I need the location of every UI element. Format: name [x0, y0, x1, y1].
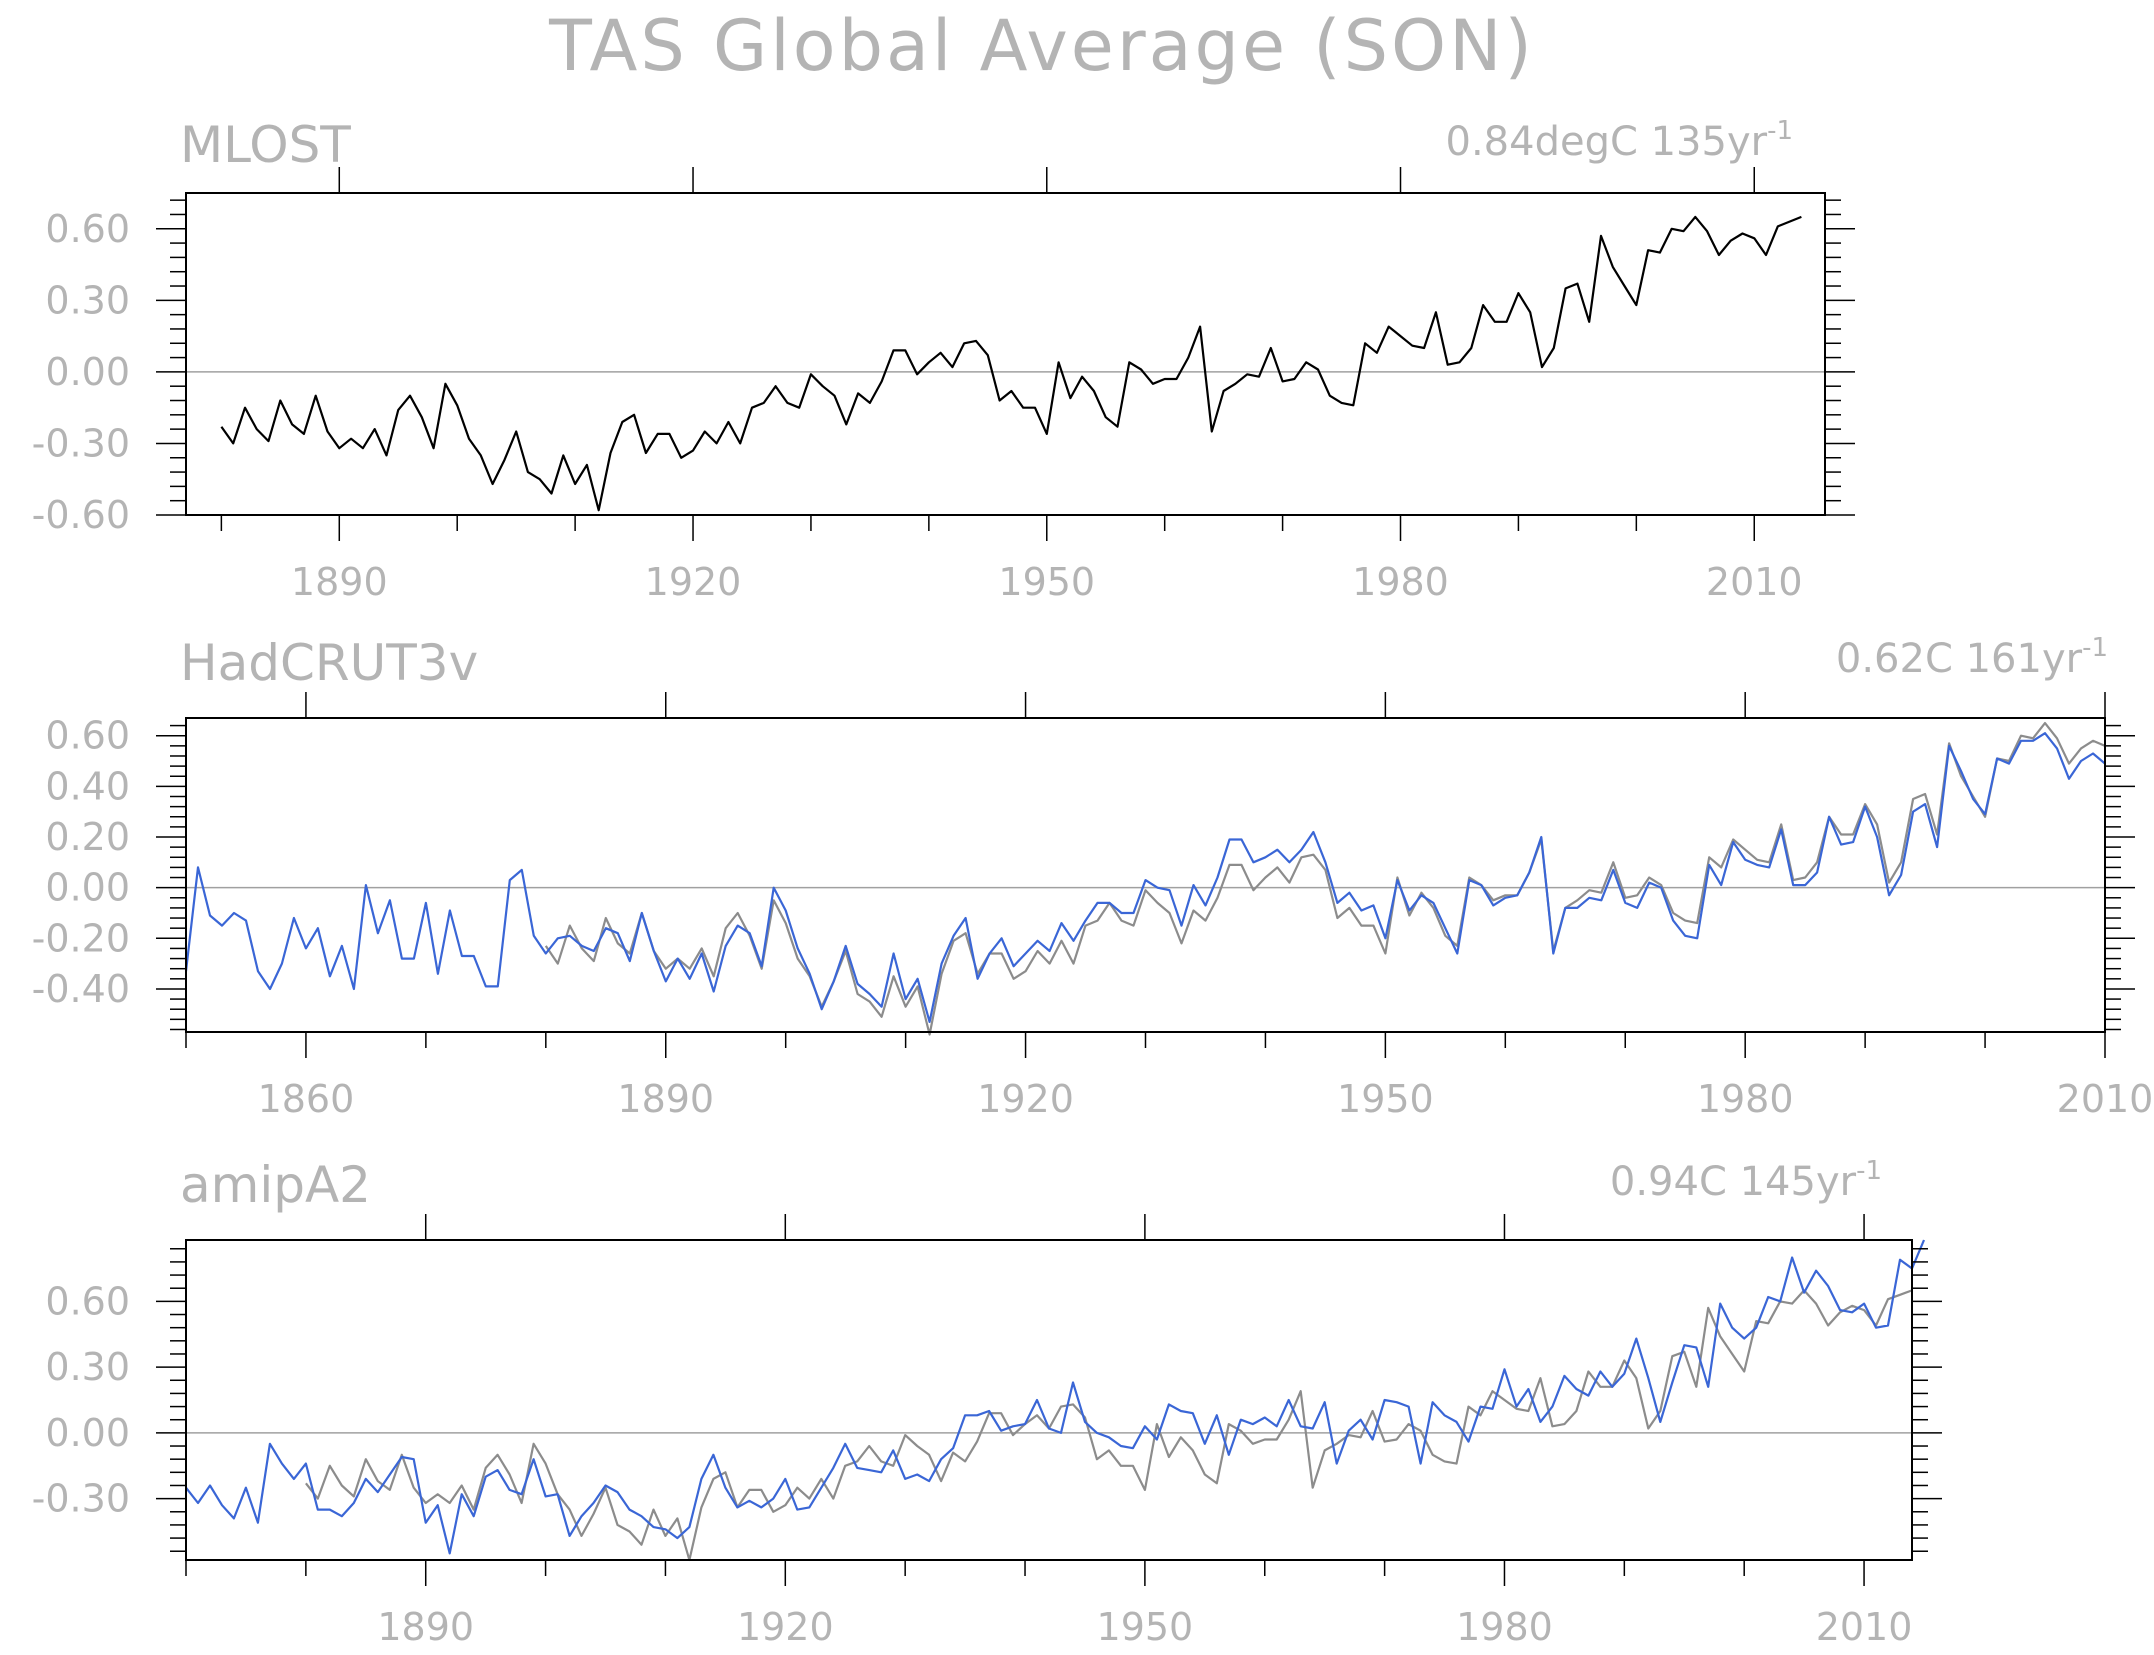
trend-label: 0.84degC 135yr-1: [1446, 116, 1794, 165]
plot-frame: [185, 192, 1826, 516]
panel-title: MLOST: [180, 116, 351, 174]
plot-frame: [185, 1239, 1913, 1561]
trend-value: 0.62C 161yr: [1836, 636, 2083, 682]
y-tick-label: 0.60: [45, 714, 130, 758]
trend-exponent: -1: [1856, 1156, 1882, 1186]
y-tick-label: 0.20: [45, 815, 130, 859]
y-tick-label: 0.60: [45, 207, 130, 251]
y-tick-label: 0.00: [45, 866, 130, 910]
trend-label: 0.62C 161yr-1: [1836, 633, 2108, 682]
y-tick-label: -0.30: [32, 1477, 130, 1521]
series-line-1: [184, 732, 2106, 1024]
x-tick-label: 1890: [291, 560, 388, 604]
series-line-1: [185, 1239, 1926, 1555]
x-tick-label: 1860: [258, 1077, 355, 1121]
y-tick-label: -0.20: [32, 916, 130, 960]
x-tick-label: 1950: [1337, 1077, 1434, 1121]
trend-exponent: -1: [1767, 116, 1793, 146]
y-tick-label: 0.40: [45, 764, 130, 808]
x-tick-label: 1980: [1697, 1077, 1794, 1121]
trend-exponent: -1: [2082, 633, 2108, 663]
x-tick-label: 1920: [977, 1077, 1074, 1121]
x-tick-label: 2010: [1706, 560, 1803, 604]
y-tick-label: 0.00: [45, 350, 130, 394]
series-line-0: [544, 721, 2106, 1036]
figure-title: TAS Global Average (SON): [548, 5, 1535, 87]
y-tick-label: -0.40: [32, 967, 130, 1011]
y-tick-label: 0.60: [45, 1279, 130, 1323]
x-tick-label: 1980: [1456, 1605, 1553, 1649]
x-tick-label: 1890: [377, 1605, 474, 1649]
y-tick-label: 0.30: [45, 1345, 130, 1389]
y-tick-label: 0.30: [45, 278, 130, 322]
y-tick-label: -0.60: [32, 493, 130, 537]
trend-value: 0.94C 145yr: [1610, 1159, 1857, 1205]
plot-frame: [185, 717, 2106, 1033]
panel-title: amipA2: [180, 1156, 371, 1214]
panel-title: HadCRUT3v: [180, 634, 478, 692]
x-tick-label: 1950: [1097, 1605, 1194, 1649]
panel-mlost: MLOST 0.84degC 135yr-1 1890 1920 1950 1980 2…: [32, 116, 1855, 604]
x-tick-label: 1980: [1352, 560, 1449, 604]
series-line-0: [220, 215, 1802, 512]
x-tick-label: 2010: [2057, 1077, 2154, 1121]
y-tick-label: 0.00: [45, 1411, 130, 1455]
x-tick-label: 1890: [617, 1077, 714, 1121]
series-line-0: [305, 1289, 1913, 1562]
x-tick-label: 2010: [1816, 1605, 1913, 1649]
panel-hadcrut3v: HadCRUT3v 0.62C 161yr-1 1860 1890 1920 1950…: [32, 633, 2154, 1121]
x-tick-label: 1920: [737, 1605, 834, 1649]
x-tick-label: 1920: [645, 560, 742, 604]
panel-amipa2: amipA2 0.94C 145yr-1 1890 1920 1950 1980 201…: [32, 1156, 1942, 1649]
x-tick-label: 1950: [998, 560, 1095, 604]
y-tick-label: -0.30: [32, 421, 130, 465]
trend-value: 0.84degC 135yr: [1446, 119, 1768, 165]
trend-label: 0.94C 145yr-1: [1610, 1156, 1882, 1205]
